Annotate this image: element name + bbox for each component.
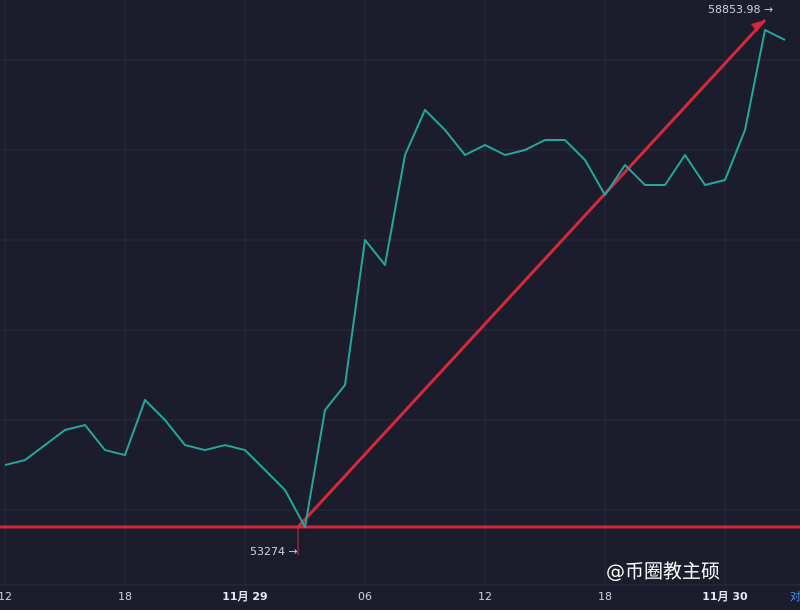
low-annotation: 53274 →: [250, 545, 298, 558]
trend-line: [296, 18, 767, 529]
x-tick-label: 18: [118, 590, 132, 603]
x-tick-label: 12: [0, 590, 12, 603]
x-tick-label: 06: [358, 590, 372, 603]
corner-label: 对: [790, 589, 800, 603]
price-line: [4, 28, 786, 529]
trend-arrow-head: [751, 19, 765, 32]
high-annotation: 58853.98 →: [708, 3, 773, 16]
x-tick-label: 11月 30: [702, 590, 748, 603]
horizontal-grid: [0, 59, 800, 511]
x-tick-label: 11月 29: [222, 590, 267, 603]
x-tick-label: 18: [598, 590, 612, 603]
x-tick-label: 12: [478, 590, 492, 603]
watermark: @币圈教主硕: [606, 561, 720, 583]
